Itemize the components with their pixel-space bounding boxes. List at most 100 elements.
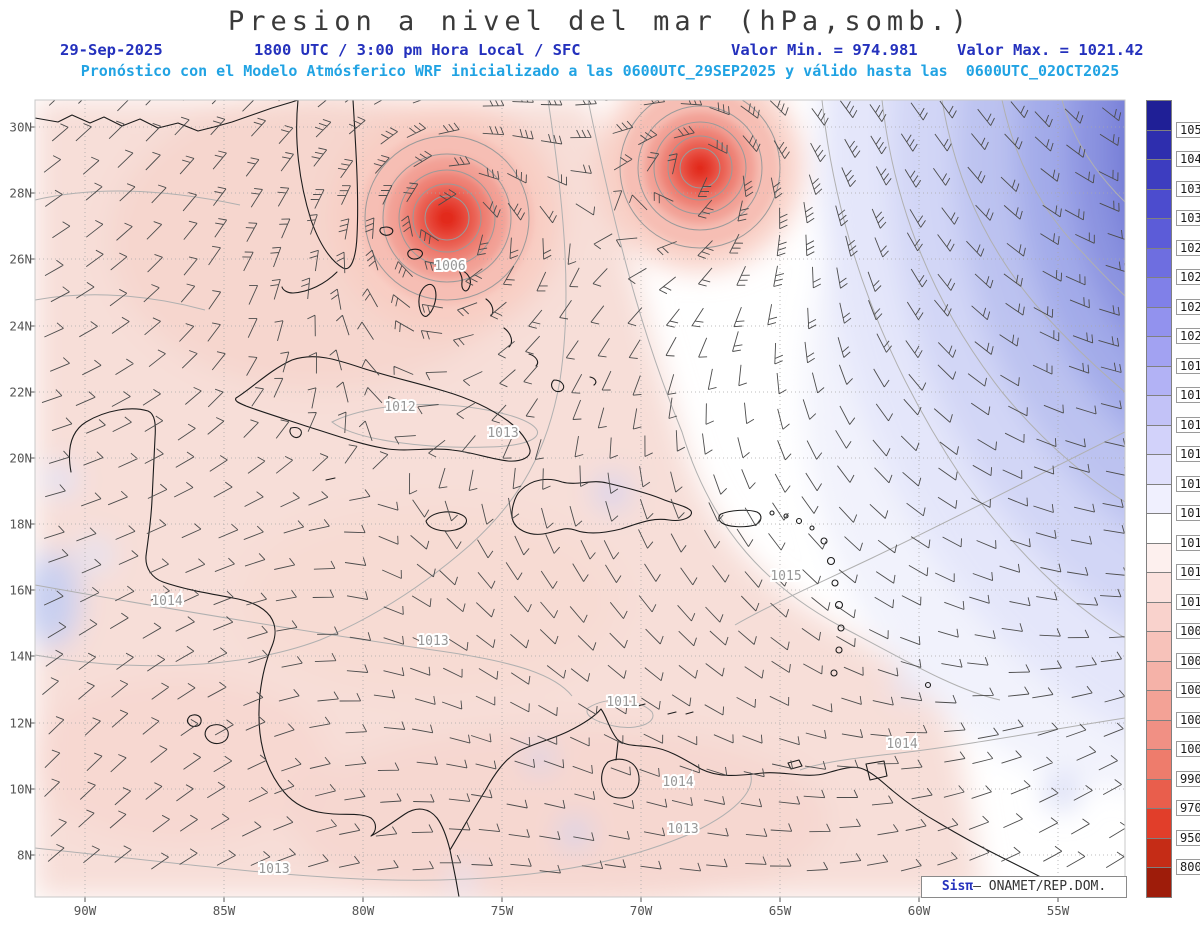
- colorbar-label: 1008: [1176, 623, 1200, 640]
- lon-tick-label: 60W: [907, 903, 931, 918]
- colorbar-segment: [1146, 188, 1172, 220]
- colorbar-label: 1050: [1176, 121, 1200, 138]
- lat-tick-label: 26N: [9, 251, 32, 267]
- lat-tick-label: 18N: [9, 516, 32, 532]
- plot-frame: [34, 99, 1126, 898]
- lon-tick-label: 90W: [73, 903, 97, 918]
- lat-tick-label: 12N: [9, 715, 32, 731]
- lat-tick-label: 14N: [9, 648, 32, 664]
- colorbar-segment: [1146, 424, 1172, 456]
- colorbar-segment: [1146, 542, 1172, 574]
- valid-time: 1800 UTC / 3:00 pm Hora Local / SFC: [254, 41, 581, 59]
- run-date: 29-Sep-2025: [60, 41, 163, 59]
- colorbar-segment: [1146, 513, 1172, 544]
- colorbar-segment: [1146, 247, 1172, 279]
- florida-coast: [296, 100, 359, 270]
- colorbar-label: 800: [1176, 859, 1200, 876]
- colorbar-segment: [1146, 690, 1172, 721]
- colorbar-label: 990: [1176, 770, 1200, 787]
- colorbar-segment: [1146, 867, 1172, 898]
- colorbar-label: 1012: [1176, 564, 1200, 581]
- colorbar-label: 950: [1176, 829, 1200, 846]
- isla-juventud: [289, 427, 302, 439]
- contour-label: 1014: [886, 737, 917, 752]
- colorbar-segment: [1146, 100, 1172, 131]
- colorbar-segment: [1146, 572, 1172, 603]
- abc-islands: [325, 477, 803, 770]
- colorbar-segment: [1146, 631, 1172, 662]
- lon-tick-label: 55W: [1046, 903, 1070, 918]
- colorbar-segment: [1146, 601, 1172, 633]
- colorbar-segment: [1146, 395, 1172, 426]
- colorbar-label: 1016: [1176, 446, 1200, 463]
- pressure-shading: [35, 100, 1125, 897]
- jamaica-coast: [425, 511, 468, 532]
- lat-tick-label: 28N: [9, 185, 32, 201]
- lat-tick-label: 24N: [9, 318, 32, 334]
- value-max: Valor Max. = 1021.42: [957, 41, 1144, 59]
- cuba-coast: [235, 356, 531, 462]
- credit-box: Sisπ— ONAMET/REP.DOM.: [921, 876, 1127, 898]
- contour-labels: 1006 1012 1013 1014 1013 1015 1011 1014 1014 1013…: [149, 257, 919, 879]
- lat-tick-label: 8N: [16, 847, 32, 863]
- colorbar-label: 1017: [1176, 416, 1200, 433]
- colorbar-label: 1028: [1176, 239, 1200, 256]
- page-title: Presion a nivel del mar (hPa,somb.): [228, 6, 972, 37]
- colorbar-segment: [1146, 306, 1172, 338]
- axis-ticks: [30, 126, 1059, 902]
- colorbar-segment: [1146, 336, 1172, 367]
- credit-org: ONAMET/REP.DOM.: [988, 879, 1107, 894]
- colorbar-label: 1006: [1176, 652, 1200, 669]
- colorbar-label: 1013: [1176, 534, 1200, 551]
- colorbar-segment: [1146, 719, 1172, 751]
- hurricane-1-shading: [361, 132, 533, 304]
- yucatan-central-america-coast: [68, 408, 460, 897]
- forecast-line: Pronóstico con el Modelo Atmósferico WRF…: [80, 62, 1120, 80]
- colorbar-label: 1030: [1176, 210, 1200, 227]
- isobar-contours: [35, 100, 1125, 881]
- colorbar-label: 1040: [1176, 151, 1200, 168]
- colorbar-segment: [1146, 483, 1172, 515]
- gulf-coast: [35, 100, 299, 132]
- wind-barbs: [41, 100, 1125, 874]
- colorbar-segment: [1146, 159, 1172, 190]
- contour-label: 1011: [606, 695, 637, 710]
- colorbar-segment: [1146, 749, 1172, 780]
- colorbar-label: 1014: [1176, 505, 1200, 522]
- credit-separator: —: [973, 879, 989, 894]
- contour-label: 1013: [258, 862, 289, 877]
- colorbar-segment: [1146, 218, 1172, 249]
- contour-label: 1013: [667, 822, 698, 837]
- lat-tick-label: 10N: [9, 781, 32, 797]
- colorbar-segment: [1146, 778, 1172, 810]
- contour-label: 1006: [434, 259, 465, 274]
- lat-tick-label: 22N: [9, 384, 32, 400]
- bahamas: [379, 226, 597, 393]
- south-america-coast: [449, 708, 1069, 897]
- value-min: Valor Min. = 974.981: [731, 41, 918, 59]
- latlon-grid: [35, 100, 1125, 897]
- lesser-antilles: [769, 510, 932, 689]
- contour-label: 1012: [384, 400, 415, 415]
- florida-keys: [281, 271, 338, 294]
- colorbar-segment: [1146, 365, 1172, 397]
- colorbar-label: 1015: [1176, 475, 1200, 492]
- contour-label: 1014: [662, 775, 693, 790]
- lat-tick-label: 16N: [9, 582, 32, 598]
- colorbar-label: 1025: [1176, 269, 1200, 286]
- contour-label: 1015: [770, 569, 801, 584]
- colorbar-label: 1019: [1176, 357, 1200, 374]
- contour-label: 1013: [487, 426, 518, 441]
- lon-tick-label: 70W: [629, 903, 653, 918]
- colorbar-label: 1002: [1176, 711, 1200, 728]
- colorbar-segment: [1146, 808, 1172, 839]
- hispaniola-coast: [511, 478, 692, 535]
- hurricane-2-shading: [622, 100, 778, 246]
- colorbar-segment: [1146, 454, 1172, 485]
- colorbar-segment: [1146, 837, 1172, 869]
- colorbar-label: 1018: [1176, 387, 1200, 404]
- colorbar-segment: [1146, 129, 1172, 161]
- lon-tick-label: 80W: [351, 903, 375, 918]
- colorbar-label: 1010: [1176, 593, 1200, 610]
